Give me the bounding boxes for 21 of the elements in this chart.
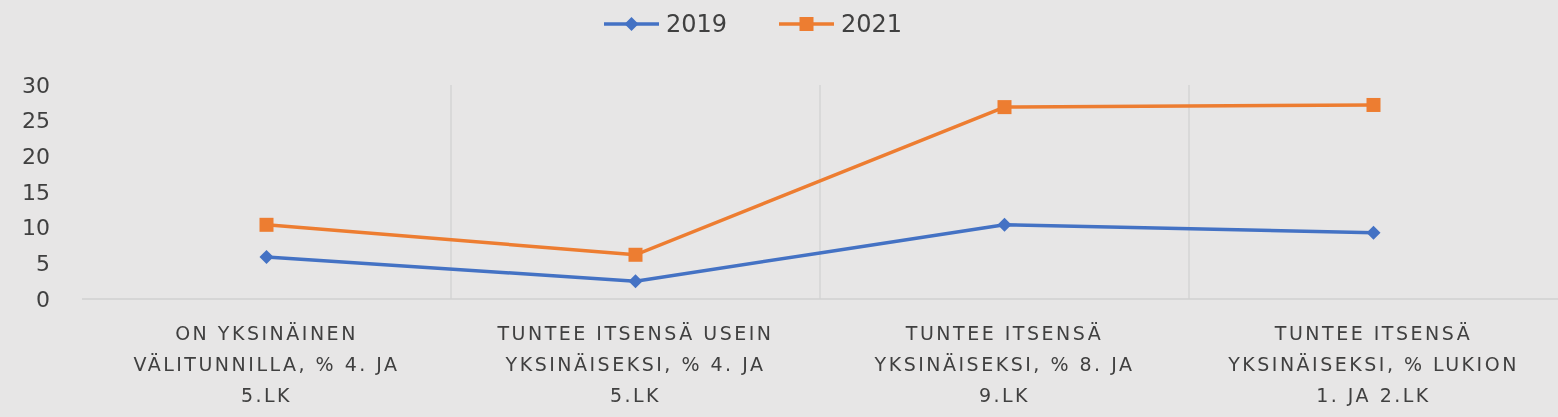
y-tick-label: 15 — [22, 179, 50, 205]
point — [259, 249, 274, 264]
legend-label: 2021 — [841, 10, 903, 39]
legend-label: 2019 — [666, 10, 728, 39]
y-tick-label: 5 — [36, 251, 50, 277]
x-tick-label: TUNTEE ITSENSÄ USEIN YKSINÄISEKSI, % 4. JA 5.LK — [496, 322, 774, 406]
y-tick-label: 20 — [22, 144, 50, 170]
point — [1366, 97, 1381, 112]
point — [997, 217, 1012, 232]
x-tick-label: TUNTEE ITSENSÄ YKSINÄISEKSI, % 8. JA 9.LK — [873, 322, 1135, 406]
x-tick-label: TUNTEE ITSENSÄ YKSINÄISEKSI, % LUKION 1. JA 2.LK — [1227, 322, 1519, 406]
point — [628, 247, 643, 262]
x-tick-label: ON YKSINÄINEN VÄLITUNNILLA, % 4. JA 5.LK — [133, 322, 400, 406]
y-tick-label: 0 — [36, 286, 50, 312]
point — [1366, 225, 1381, 240]
point — [997, 100, 1012, 115]
point — [628, 274, 643, 289]
point — [259, 217, 274, 232]
y-tick-label: 30 — [22, 72, 50, 98]
y-tick-label: 10 — [22, 215, 50, 241]
y-tick-label: 25 — [22, 108, 50, 134]
